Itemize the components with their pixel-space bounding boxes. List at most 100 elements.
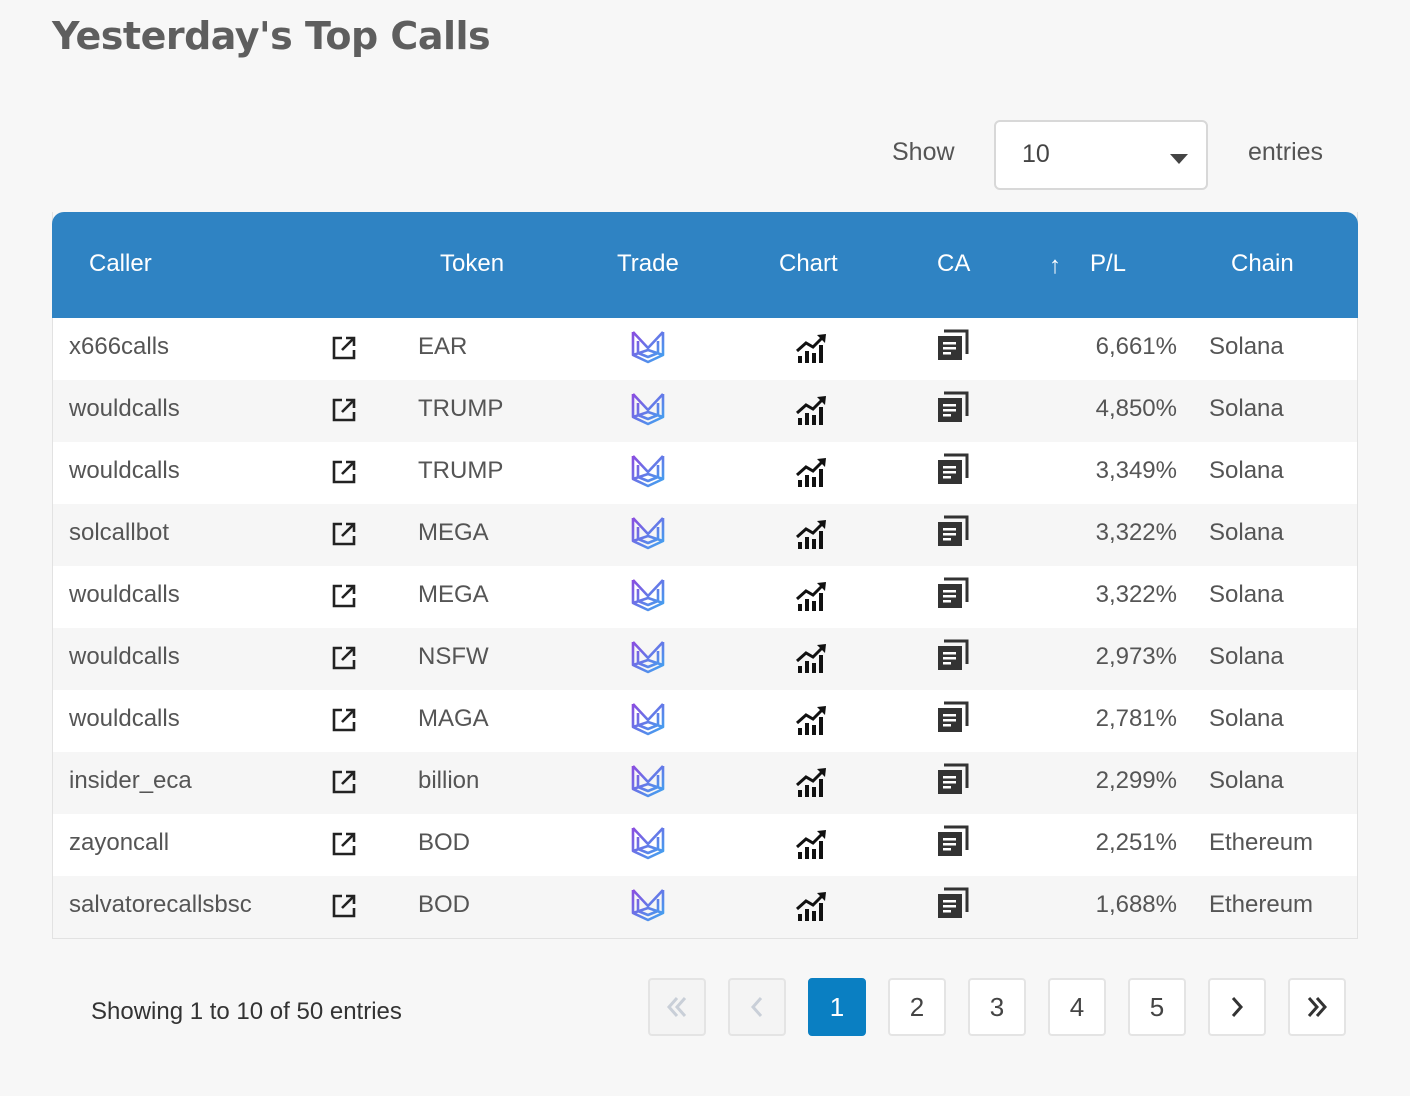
trade-logo-icon[interactable] [629, 762, 667, 807]
header-token[interactable]: Token [440, 250, 505, 277]
caller-name: wouldcalls [69, 457, 180, 484]
trade-logo-icon[interactable] [629, 452, 667, 497]
profit-loss-value: 1,688% [1095, 891, 1177, 918]
header-caller[interactable]: Caller [89, 250, 152, 277]
copy-icon[interactable] [936, 762, 970, 803]
calls-table: Caller Token Trade Chart CA ↑ P/L Chain … [52, 212, 1358, 939]
table-info: Showing 1 to 10 of 50 entries [91, 998, 402, 1025]
external-link-icon[interactable] [331, 335, 357, 368]
trade-logo-icon[interactable] [629, 886, 667, 931]
double-chevron-left-icon [666, 997, 687, 1017]
trade-logo-icon[interactable] [629, 576, 667, 621]
chart-trend-icon[interactable] [795, 331, 829, 372]
copy-icon[interactable] [936, 390, 970, 431]
prev-page-button[interactable] [728, 978, 786, 1036]
table-row: wouldcalls TRUMP 3,349% Solana [53, 442, 1357, 504]
chain-name: Solana [1209, 581, 1284, 608]
caller-name: wouldcalls [69, 643, 180, 670]
token-symbol: BOD [418, 829, 471, 856]
chain-name: Solana [1209, 705, 1284, 732]
caller-name: insider_eca [69, 767, 192, 794]
chart-trend-icon[interactable] [795, 827, 829, 868]
caller-name: wouldcalls [69, 581, 180, 608]
profit-loss-value: 6,661% [1095, 333, 1177, 360]
chart-trend-icon[interactable] [795, 889, 829, 930]
copy-icon[interactable] [936, 328, 970, 369]
copy-icon[interactable] [936, 514, 970, 555]
page-button-2[interactable]: 2 [888, 978, 946, 1036]
chart-trend-icon[interactable] [795, 765, 829, 806]
trade-logo-icon[interactable] [629, 390, 667, 435]
profit-loss-value: 2,973% [1095, 643, 1177, 670]
token-symbol: TRUMP [418, 457, 504, 484]
chain-name: Ethereum [1209, 829, 1314, 856]
token-symbol: TRUMP [418, 395, 504, 422]
external-link-icon[interactable] [331, 769, 357, 802]
copy-icon[interactable] [936, 638, 970, 679]
chain-name: Solana [1209, 767, 1284, 794]
chart-trend-icon[interactable] [795, 703, 829, 744]
sort-ascending-icon[interactable]: ↑ [1049, 252, 1061, 279]
external-link-icon[interactable] [331, 645, 357, 678]
page-button-3[interactable]: 3 [968, 978, 1026, 1036]
table-row: wouldcalls MAGA 2,781% Solana [53, 690, 1357, 752]
chain-name: Solana [1209, 395, 1284, 422]
page-title: Yesterday's Top Calls [52, 14, 491, 58]
trade-logo-icon[interactable] [629, 514, 667, 559]
token-symbol: NSFW [418, 643, 489, 670]
chevron-down-icon [1170, 154, 1188, 164]
external-link-icon[interactable] [331, 583, 357, 616]
chart-trend-icon[interactable] [795, 455, 829, 496]
header-trade[interactable]: Trade [617, 250, 679, 277]
caller-name: solcallbot [69, 519, 170, 546]
copy-icon[interactable] [936, 452, 970, 493]
header-ca[interactable]: CA [937, 250, 971, 277]
external-link-icon[interactable] [331, 397, 357, 430]
show-label: Show [892, 138, 955, 166]
last-page-button[interactable] [1288, 978, 1346, 1036]
first-page-button[interactable] [648, 978, 706, 1036]
entries-select-value: 10 [1022, 140, 1050, 168]
table-row: wouldcalls MEGA 3,322% Solana [53, 566, 1357, 628]
page-button-5[interactable]: 5 [1128, 978, 1186, 1036]
page-button-1[interactable]: 1 [808, 978, 866, 1036]
trade-logo-icon[interactable] [629, 700, 667, 745]
double-chevron-right-icon [1307, 997, 1328, 1017]
chart-trend-icon[interactable] [795, 393, 829, 434]
trade-logo-icon[interactable] [629, 328, 667, 373]
external-link-icon[interactable] [331, 521, 357, 554]
external-link-icon[interactable] [331, 831, 357, 864]
copy-icon[interactable] [936, 576, 970, 617]
page-button-4[interactable]: 4 [1048, 978, 1106, 1036]
external-link-icon[interactable] [331, 893, 357, 926]
table-row: x666calls EAR 6,661% Solana [53, 318, 1357, 380]
chevron-right-icon [1231, 997, 1244, 1017]
trade-logo-icon[interactable] [629, 638, 667, 683]
chevron-left-icon [750, 997, 763, 1017]
chain-name: Ethereum [1209, 891, 1314, 918]
copy-icon[interactable] [936, 700, 970, 741]
table-row: wouldcalls TRUMP 4,850% Solana [53, 380, 1357, 442]
token-symbol: MEGA [418, 519, 489, 546]
token-symbol: BOD [418, 891, 471, 918]
next-page-button[interactable] [1208, 978, 1266, 1036]
external-link-icon[interactable] [331, 459, 357, 492]
header-pl[interactable]: P/L [1090, 250, 1127, 277]
chart-trend-icon[interactable] [795, 641, 829, 682]
header-chain[interactable]: Chain [1231, 250, 1294, 277]
trade-logo-icon[interactable] [629, 824, 667, 869]
table-row: insider_eca billion 2,299% Solana [53, 752, 1357, 814]
caller-name: salvatorecallsbsc [69, 891, 252, 918]
table-row: zayoncall BOD 2,251% Ethereum [53, 814, 1357, 876]
profit-loss-value: 4,850% [1095, 395, 1177, 422]
chart-trend-icon[interactable] [795, 579, 829, 620]
copy-icon[interactable] [936, 824, 970, 865]
profit-loss-value: 2,251% [1095, 829, 1177, 856]
header-chart[interactable]: Chart [779, 250, 838, 277]
entries-select[interactable]: 10 [994, 120, 1208, 190]
caller-name: wouldcalls [69, 705, 180, 732]
profit-loss-value: 3,322% [1095, 519, 1177, 546]
external-link-icon[interactable] [331, 707, 357, 740]
chart-trend-icon[interactable] [795, 517, 829, 558]
copy-icon[interactable] [936, 886, 970, 927]
